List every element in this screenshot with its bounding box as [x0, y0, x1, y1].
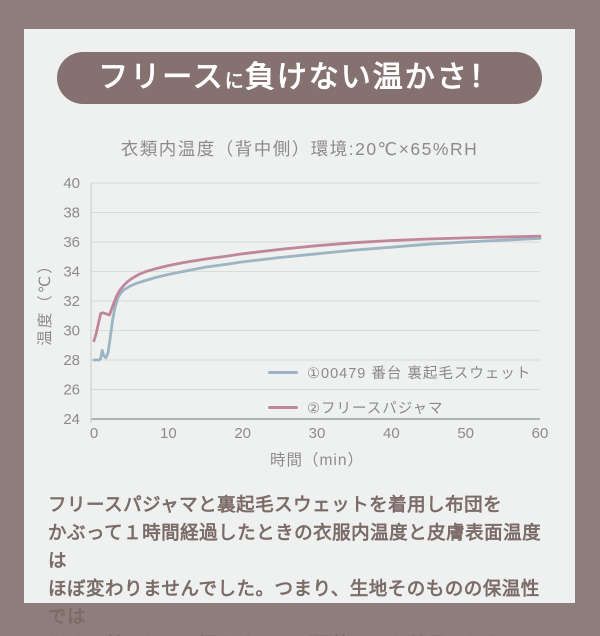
svg-text:40: 40	[383, 425, 400, 442]
chart-legend: ①00479 番台 裏起毛スウェット ②フリースパジャマ	[268, 362, 531, 417]
svg-text:20: 20	[234, 425, 251, 442]
legend-swatch-pink-line	[268, 405, 298, 409]
svg-text:10: 10	[160, 425, 177, 442]
headline-segment-fleece: フリース	[98, 61, 225, 94]
svg-text:温度（℃）: 温度（℃）	[36, 256, 54, 345]
svg-text:60: 60	[532, 425, 549, 442]
svg-text:26: 26	[63, 382, 80, 399]
svg-text:40: 40	[63, 175, 80, 192]
svg-text:38: 38	[63, 205, 80, 222]
svg-text:24: 24	[63, 411, 80, 428]
temperature-chart: 24 26 28 30 32 34 36 38 40 0 10 20 30 40 50 60 時間（min） 温度…	[24, 170, 575, 472]
content-card: フリースに負けない温かさ！ 衣類内温度（背中側）環境:20℃×65%RH 24 2…	[24, 29, 575, 636]
svg-text:36: 36	[63, 234, 80, 251]
svg-text:30: 30	[309, 425, 326, 442]
headline-segment-warmth: 負けない温かさ！	[244, 61, 501, 94]
legend-item-fleece: ②フリースパジャマ	[268, 397, 531, 417]
legend-label-fleece: ②フリースパジャマ	[307, 400, 444, 417]
headline-banner: フリースに負けない温かさ！	[57, 52, 542, 104]
legend-item-sweat: ①00479 番台 裏起毛スウェット	[268, 362, 531, 382]
chart-canvas: 24 26 28 30 32 34 36 38 40 0 10 20 30 40 50 60 時間（min） 温度…	[36, 175, 549, 469]
legend-label-sweat: ①00479 番台 裏起毛スウェット	[307, 365, 532, 382]
legend-swatch-blue-line	[268, 370, 298, 374]
svg-text:50: 50	[457, 425, 474, 442]
svg-text:28: 28	[63, 352, 80, 369]
svg-text:30: 30	[63, 323, 80, 340]
chart-title: 衣類内温度（背中側）環境:20℃×65%RH	[120, 139, 479, 159]
svg-text:34: 34	[63, 264, 80, 281]
description-paragraph: フリースパジャマと裏起毛スウェットを着用し布団を かぶって１時間経過したときの衣…	[48, 494, 542, 636]
svg-text:0: 0	[90, 425, 98, 442]
headline-segment-ni: に	[224, 71, 245, 92]
svg-text:時間（min）: 時間（min）	[270, 451, 364, 469]
svg-text:32: 32	[63, 293, 80, 310]
